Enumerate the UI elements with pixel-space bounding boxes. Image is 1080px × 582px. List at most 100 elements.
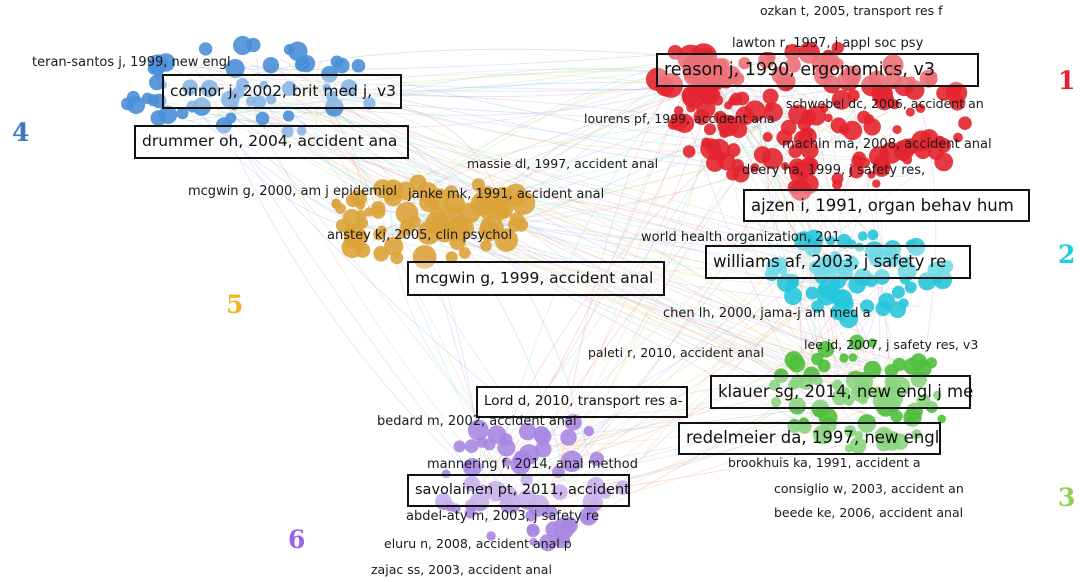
- network-edge: [242, 87, 678, 116]
- network-edge: [317, 60, 375, 197]
- network-node: [667, 45, 683, 60]
- network-node: [525, 510, 537, 522]
- network-node: [832, 58, 844, 70]
- network-node: [875, 300, 891, 316]
- network-node: [803, 366, 820, 383]
- node-label: abdel-aty m, 2003, j safety re: [406, 509, 599, 524]
- network-node: [844, 425, 856, 437]
- node-label: world health organization, 201: [641, 230, 841, 245]
- network-node: [589, 451, 604, 467]
- network-node: [363, 97, 376, 110]
- network-node: [281, 125, 294, 138]
- network-edge: [763, 93, 806, 135]
- node-label: machin ma, 2008, accident anal: [782, 137, 992, 152]
- network-node: [718, 115, 736, 134]
- network-node: [788, 144, 803, 158]
- network-node: [819, 104, 829, 113]
- network-edge: [470, 401, 851, 439]
- network-node: [890, 63, 900, 73]
- network-node: [141, 92, 154, 105]
- network-edge: [243, 120, 854, 279]
- network-node: [937, 414, 946, 424]
- network-node: [729, 92, 743, 106]
- network-edge: [475, 85, 687, 516]
- network-node: [262, 56, 280, 74]
- network-edge: [326, 109, 811, 397]
- network-node: [788, 379, 799, 390]
- network-edge: [508, 363, 879, 454]
- network-node: [849, 437, 867, 454]
- network-node: [583, 425, 594, 437]
- network-node: [445, 251, 458, 264]
- network-node: [354, 210, 367, 222]
- network-node: [889, 301, 906, 319]
- network-node: [953, 132, 963, 143]
- network-node: [825, 235, 836, 246]
- node-label: eluru n, 2008, accident anal p: [384, 536, 572, 551]
- network-node: [518, 422, 537, 441]
- network-edge: [215, 119, 584, 463]
- node-label: paleti r, 2010, accident anal: [588, 345, 764, 360]
- network-node: [800, 109, 817, 126]
- network-node: [881, 431, 902, 451]
- network-node: [890, 410, 903, 423]
- network-node: [863, 360, 882, 379]
- network-node: [553, 531, 571, 549]
- network-node: [839, 353, 849, 363]
- network-node: [844, 395, 855, 406]
- network-node: [891, 285, 905, 299]
- network-node: [480, 240, 492, 252]
- network-edge: [275, 68, 828, 369]
- network-edge: [546, 385, 826, 453]
- network-edge: [443, 221, 885, 421]
- network-node: [824, 113, 833, 123]
- network-node: [373, 179, 393, 199]
- network-node: [355, 242, 371, 258]
- network-node: [892, 125, 902, 135]
- network-edge: [189, 63, 224, 100]
- network-node: [560, 429, 577, 446]
- network-edge: [557, 406, 833, 482]
- node-label: anstey kj, 2005, clin psychol: [327, 228, 513, 243]
- network-node: [373, 245, 389, 262]
- network-node: [587, 476, 605, 495]
- network-node: [897, 148, 911, 162]
- network-edge: [527, 80, 718, 475]
- network-node: [508, 218, 522, 232]
- network-edge: [206, 75, 888, 284]
- network-node: [753, 146, 772, 164]
- network-node: [848, 334, 865, 351]
- network-node: [732, 165, 750, 183]
- network-edge: [186, 52, 688, 70]
- network-edge: [238, 48, 694, 79]
- network-node: [364, 207, 374, 217]
- network-node: [434, 221, 452, 239]
- network-edge: [489, 198, 826, 419]
- network-node: [762, 132, 773, 142]
- cluster-number-5: 5: [226, 290, 244, 319]
- node-label: lourens pf, 1999, accident ana: [584, 111, 775, 126]
- network-node: [471, 178, 485, 192]
- network-node: [265, 94, 277, 105]
- network-node: [259, 80, 269, 90]
- network-node: [871, 83, 893, 105]
- network-node: [804, 229, 824, 249]
- network-node: [814, 409, 823, 417]
- network-node: [814, 269, 829, 284]
- network-node: [417, 182, 439, 204]
- network-edge: [572, 83, 801, 442]
- network-node: [518, 444, 540, 465]
- network-node: [579, 507, 598, 526]
- network-node: [884, 71, 902, 90]
- network-edge: [327, 107, 875, 364]
- network-edge: [552, 160, 867, 497]
- network-node: [781, 162, 790, 171]
- network-node: [916, 394, 931, 409]
- network-edge: [366, 224, 826, 367]
- network-node: [252, 95, 266, 109]
- network-node: [158, 105, 178, 125]
- boxed-label-klauer: klauer sg, 2014, new engl j me: [710, 375, 973, 409]
- node-label: beede ke, 2006, accident anal: [774, 505, 964, 520]
- network-node: [780, 119, 797, 136]
- boxed-label-drummer: drummer oh, 2004, accident ana: [134, 125, 409, 159]
